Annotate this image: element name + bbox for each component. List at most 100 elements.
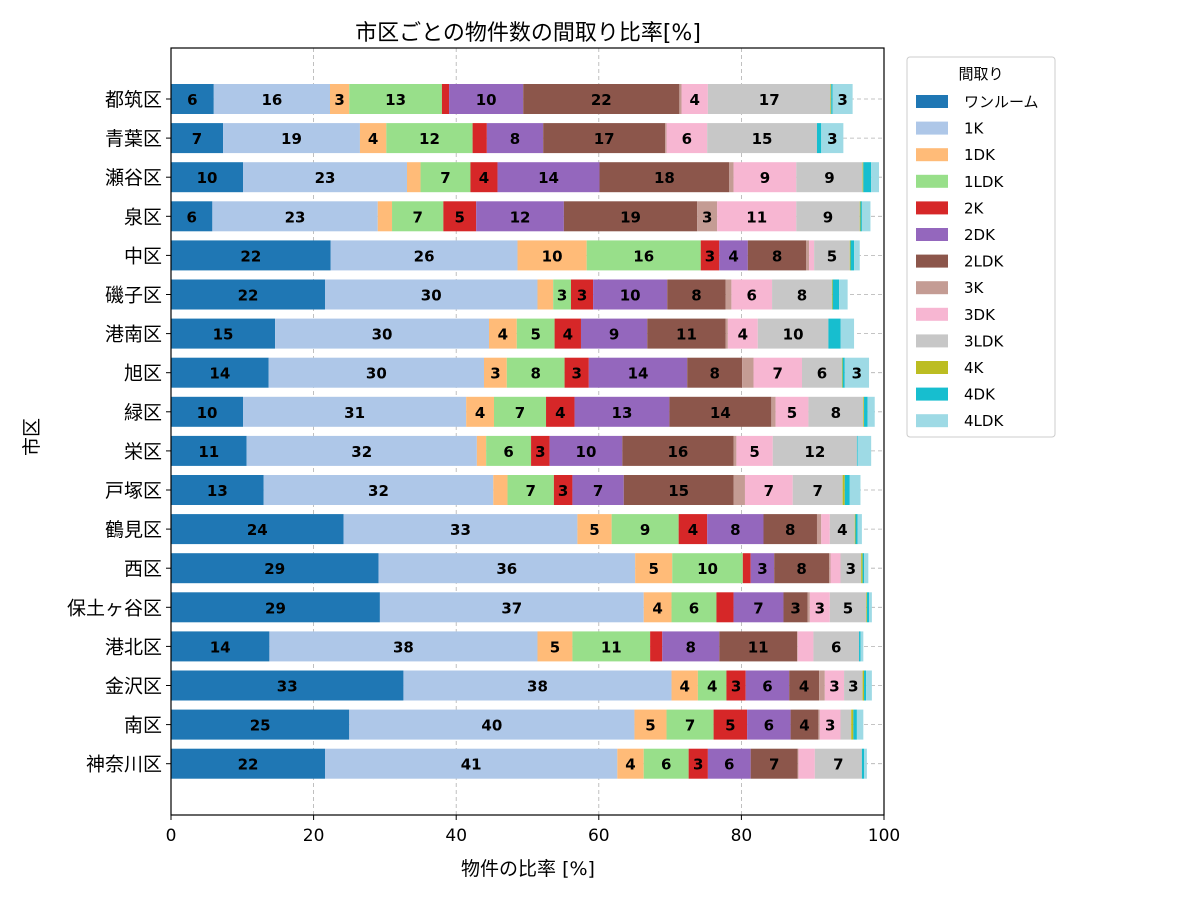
bar-segment [687,357,743,388]
bar-value-label: 8 [797,287,807,305]
bar-segment [809,240,815,271]
bar-segment [330,240,518,271]
bar-segment [864,396,868,427]
bar-value-label: 7 [412,208,422,226]
bar-segment [443,201,477,232]
bar-value-label: 12 [804,443,825,461]
bar-segment [392,201,444,232]
bar-value-label: 3 [846,560,856,578]
bar-segment [832,279,840,310]
bar-value-label: 19 [281,130,302,148]
bar-segment [855,514,858,545]
bar-segment [866,592,867,623]
bar-segment [476,435,487,466]
bar-value-label: 6 [764,717,774,735]
y-tick-label: 磯子区 [105,285,162,307]
bar-value-label: 3 [848,678,858,696]
bar-value-label: 6 [689,599,699,617]
bar-segment [243,396,467,427]
bar-value-label: 7 [440,169,450,187]
legend-label: 2DK [964,226,996,244]
bar-segment [813,631,860,662]
bar-segment [808,396,864,427]
bar-segment [849,240,851,271]
bar-segment [223,123,360,154]
bar-value-label: 7 [764,482,774,500]
bar-value-label: 8 [510,130,520,148]
y-tick-label: 港南区 [105,324,162,346]
legend-label: 4LDK [964,412,1004,430]
bar-segment [814,240,850,271]
bar-value-label: 5 [530,326,540,344]
bar-value-label: 3 [705,247,715,265]
bar-segment [662,631,720,662]
legend-swatch [916,334,948,348]
bar-segment [697,201,718,232]
bar-segment [171,592,380,623]
legend-label: 1DK [964,146,996,164]
bar-segment [733,592,784,623]
bar-value-label: 7 [773,365,783,383]
bar-value-label: 6 [762,678,772,696]
bar-segment [807,592,810,623]
bar-value-label: 8 [691,287,701,305]
bar-value-label: 5 [749,443,759,461]
bar-value-label: 8 [785,521,795,539]
legend-label: 4DK [964,386,996,404]
bar-value-label: 12 [510,208,531,226]
bar-segment [824,670,845,701]
bar-value-label: 4 [799,717,809,735]
bar-segment [537,279,554,310]
bar-value-label: 8 [730,521,740,539]
y-tick-label: 戸塚区 [105,480,162,502]
bar-value-label: 4 [498,326,508,344]
bar-segment [441,84,450,114]
bar-value-label: 24 [247,521,268,539]
bar-segment [864,553,869,584]
bar-segment [819,709,841,740]
bar-value-label: 10 [783,326,804,344]
bar-segment [840,709,852,740]
bar-value-label: 22 [240,247,261,265]
bar-segment [171,201,213,232]
bar-segment [821,514,830,545]
bar-value-label: 3 [852,365,862,383]
legend-swatch [916,361,948,374]
bar-segment [864,670,867,701]
bar-value-label: 6 [186,208,196,226]
bar-value-label: 5 [455,208,465,226]
legend-label: 1K [964,120,985,138]
bar-value-label: 11 [198,443,219,461]
bar-segment [862,553,865,584]
bar-value-label: 13 [612,404,633,422]
bar-segment [860,631,864,662]
legend-label: 2LDK [964,253,1004,271]
bar-segment [572,475,624,505]
bar-value-label: 7 [685,717,695,735]
bar-segment [861,748,865,779]
bar-segment [864,748,867,779]
bar-segment [771,396,776,427]
bar-segment [697,670,727,701]
bar-value-label: 17 [594,130,615,148]
bar-value-label: 3 [535,443,545,461]
bar-segment [476,201,564,232]
bar-value-label: 8 [686,638,696,656]
chart-title: 市区ごとの物件数の間取り比率[%] [355,21,701,46]
bar-segment [840,553,862,584]
x-tick-label: 60 [588,826,610,846]
bar-value-label: 16 [261,91,282,109]
bar-value-label: 8 [796,560,806,578]
legend-swatch [916,414,948,428]
bar-segment [772,435,857,466]
bar-value-label: 22 [238,287,259,305]
bar-segment [643,748,689,779]
x-axis-label: 物件の比率 [%] [461,858,595,880]
bar-segment [856,435,858,466]
bar-value-label: 3 [490,365,500,383]
bar-segment [493,475,508,505]
bar-segment [622,435,734,466]
bar-value-label: 9 [640,521,650,539]
bar-value-label: 7 [192,130,202,148]
bar-segment [650,631,663,662]
